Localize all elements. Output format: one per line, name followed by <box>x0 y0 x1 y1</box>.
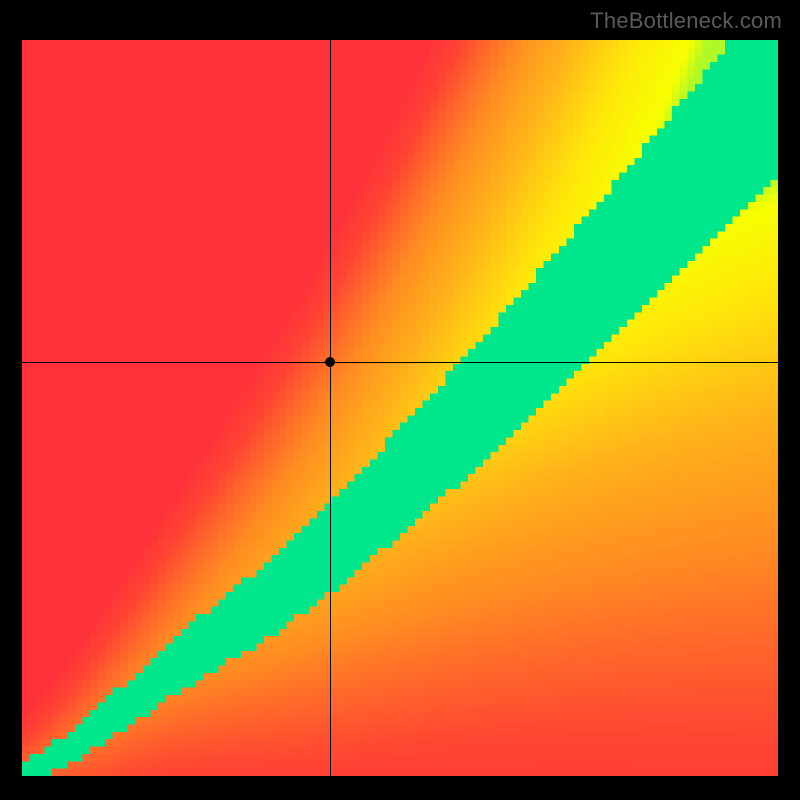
watermark-text: TheBottleneck.com <box>590 8 782 34</box>
heatmap-canvas <box>22 40 778 776</box>
crosshair-vertical <box>330 40 331 776</box>
chart-container: TheBottleneck.com <box>0 0 800 800</box>
plot-area <box>22 40 778 776</box>
marker-dot <box>325 357 335 367</box>
crosshair-horizontal <box>22 362 778 363</box>
